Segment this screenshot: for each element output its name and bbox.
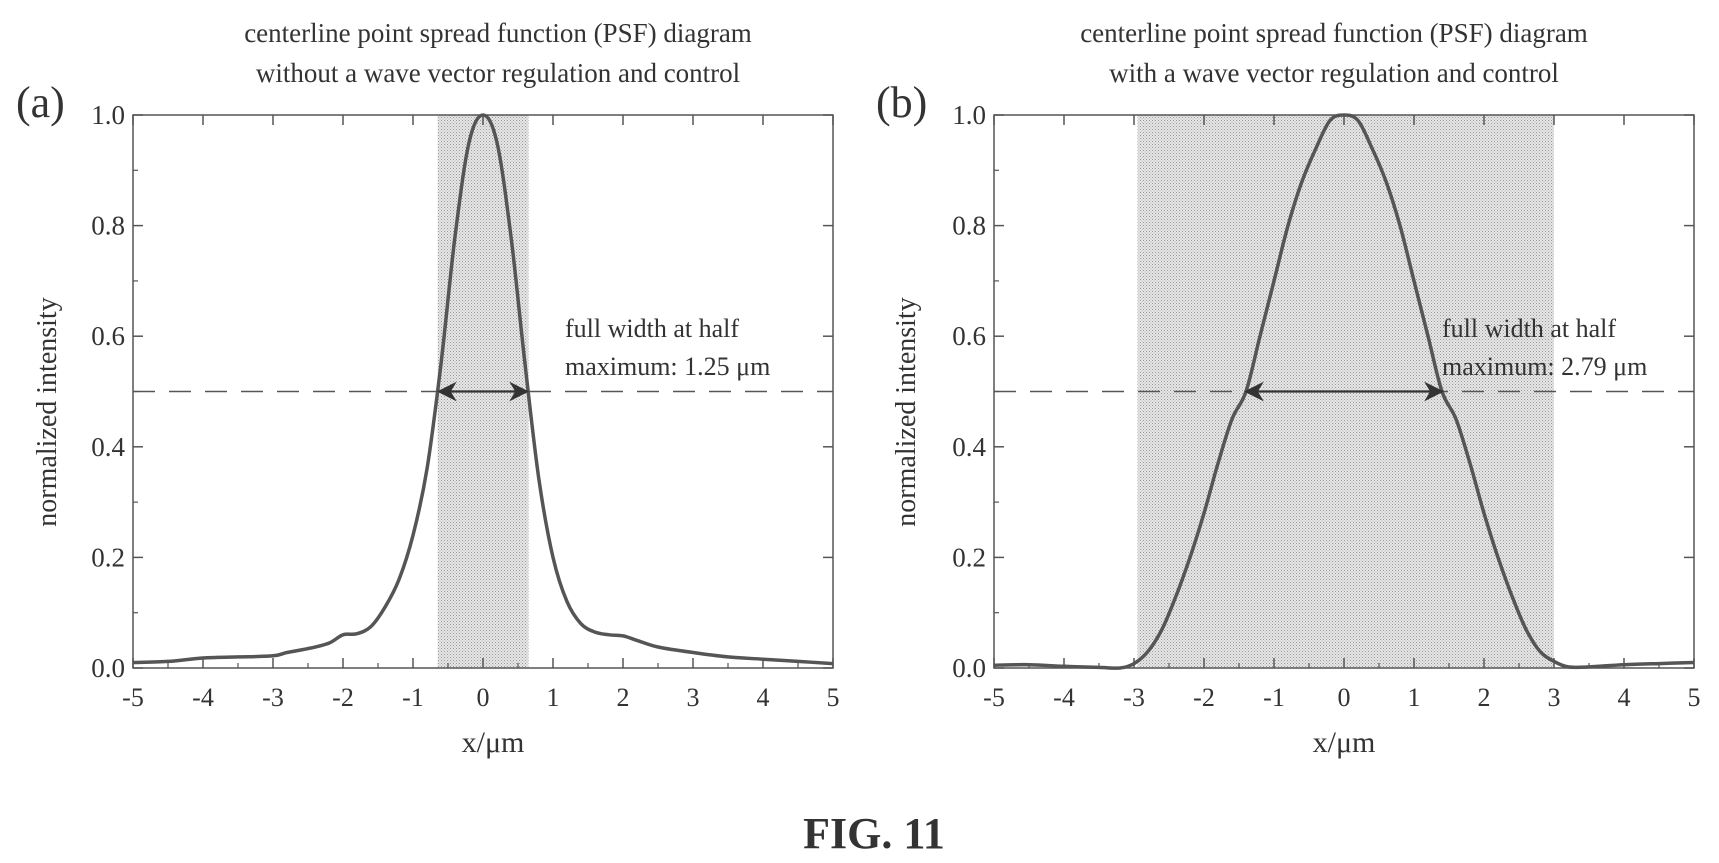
panel-b-y-tick-label: 0.4 (952, 432, 986, 462)
panel-a-title-line-2: without a wave vector regulation and con… (256, 58, 740, 88)
panel-b-x-tick-label: 4 (1618, 683, 1631, 712)
panel-a-y-tick-label: 0.6 (91, 321, 125, 351)
panel-a-y-tick-label: 0.2 (91, 542, 125, 572)
panel-a-x-tick-label: 1 (547, 683, 560, 712)
panel-b-x-tick-label: 3 (1548, 683, 1561, 712)
panel-a-x-tick-label: -1 (402, 683, 424, 712)
panel-a-annotation-line-2: maximum: 1.25 μm (565, 352, 770, 381)
panel-b-x-axis-label: x/μm (1313, 726, 1376, 759)
panel-a-series-line (132, 113, 834, 666)
panel-b-x-tick-label: -2 (1193, 683, 1215, 712)
panel-a-x-tick-label: 5 (827, 683, 840, 712)
panel-b-title-line-2: with a wave vector regulation and contro… (1109, 58, 1559, 88)
panel-b-x-tick-label: -5 (983, 683, 1005, 712)
panel-b-y-tick-label: 0.0 (952, 653, 986, 683)
panel-a-x-tick-label: -3 (262, 683, 284, 712)
panel-b-title-line-1: centerline point spread function (PSF) d… (1080, 18, 1588, 48)
panel-b-annotation: full width at half maximum: 2.79 μm (1442, 314, 1647, 381)
panel-b-annotation-line-1: full width at half (1442, 314, 1616, 343)
panel-a-x-tick-label: -4 (192, 683, 214, 712)
panel-a-annotation-line-1: full width at half (565, 314, 739, 343)
panel-b-y-tick-label: 0.6 (952, 321, 986, 351)
panel-b: centerline point spread function (PSF) d… (876, 18, 1701, 759)
panel-a-x-tick-label: 2 (617, 683, 630, 712)
panel-b-y-tick-label: 0.2 (952, 542, 986, 572)
panel-b-label: (b) (876, 78, 927, 127)
panel-b-y-tick-label: 0.8 (952, 211, 986, 241)
panel-a-x-tick-label: 0 (477, 683, 490, 712)
panel-a-y-tick-label: 0.8 (91, 211, 125, 241)
panel-a-ticks: -5 -4 -3 -2 -1 0 1 2 3 4 5 0.0 0.2 0.4 0.6 0.8 1.0 (91, 100, 839, 712)
panel-a-x-tick-label: 4 (757, 683, 770, 712)
panel-b-x-tick-label: -4 (1053, 683, 1075, 712)
panel-a-annotation: full width at half maximum: 1.25 μm (565, 314, 770, 381)
panel-b-ticks: -5 -4 -3 -2 -1 0 1 2 3 4 5 0.0 0.2 0.4 0.6 0.8 1.0 (952, 100, 1700, 712)
panel-a-y-tick-label: 1.0 (91, 100, 125, 130)
panel-b-x-tick-label: 0 (1338, 683, 1351, 712)
panel-b-annotation-line-2: maximum: 2.79 μm (1442, 352, 1647, 381)
panel-b-y-axis-label: normalized intensity (891, 297, 922, 526)
panel-a: centerline point spread function (PSF) d… (16, 18, 840, 759)
panel-b-x-tick-label: -3 (1123, 683, 1145, 712)
panel-a-x-axis-label: x/μm (462, 726, 525, 759)
panel-b-x-tick-label: -1 (1263, 683, 1285, 712)
panel-a-y-tick-label: 0.0 (91, 653, 125, 683)
panel-a-label: (a) (16, 78, 65, 127)
panel-b-x-tick-label: 2 (1478, 683, 1491, 712)
panel-b-x-tick-label: 1 (1408, 683, 1421, 712)
panel-a-x-tick-label: 3 (687, 683, 700, 712)
panel-a-psf-curve (132, 113, 834, 666)
panel-a-x-tick-label: -5 (122, 683, 144, 712)
figure-caption: FIG. 11 (803, 809, 945, 858)
panel-a-y-axis-label: normalized intensity (32, 297, 63, 526)
panel-b-x-tick-label: 5 (1688, 683, 1701, 712)
panel-a-title-line-1: centerline point spread function (PSF) d… (244, 18, 752, 48)
panel-a-y-tick-label: 0.4 (91, 432, 125, 462)
panel-a-x-tick-label: -2 (332, 683, 354, 712)
panel-b-y-tick-label: 1.0 (952, 100, 986, 130)
